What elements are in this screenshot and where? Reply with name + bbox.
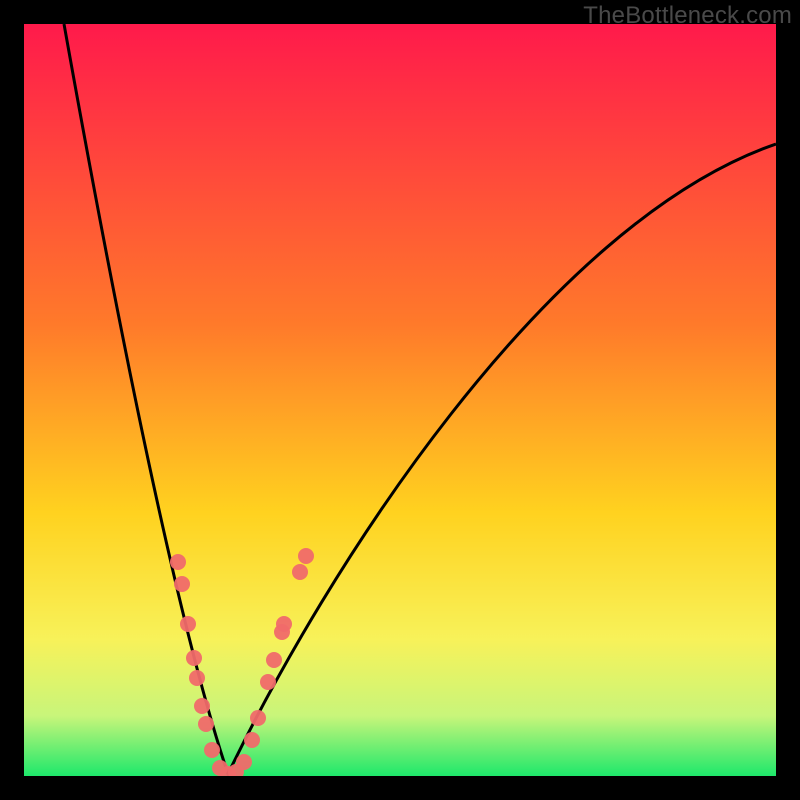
marker-point [198,716,214,732]
chart-frame: TheBottleneck.com [0,0,800,800]
watermark-text: TheBottleneck.com [583,2,792,30]
bottleneck-curve [64,24,776,774]
marker-point [189,670,205,686]
marker-point [276,616,292,632]
marker-point [260,674,276,690]
marker-point [292,564,308,580]
marker-point [298,548,314,564]
marker-point [170,554,186,570]
bottleneck-curve-svg [24,24,776,776]
marker-point [236,754,252,770]
marker-point [180,616,196,632]
marker-point [174,576,190,592]
marker-point [244,732,260,748]
marker-point [266,652,282,668]
plot-area [24,24,776,776]
marker-point [186,650,202,666]
marker-point [204,742,220,758]
marker-point [250,710,266,726]
marker-point [194,698,210,714]
